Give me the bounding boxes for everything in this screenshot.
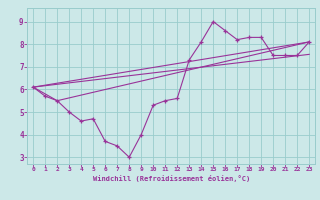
X-axis label: Windchill (Refroidissement éolien,°C): Windchill (Refroidissement éolien,°C): [92, 175, 250, 182]
